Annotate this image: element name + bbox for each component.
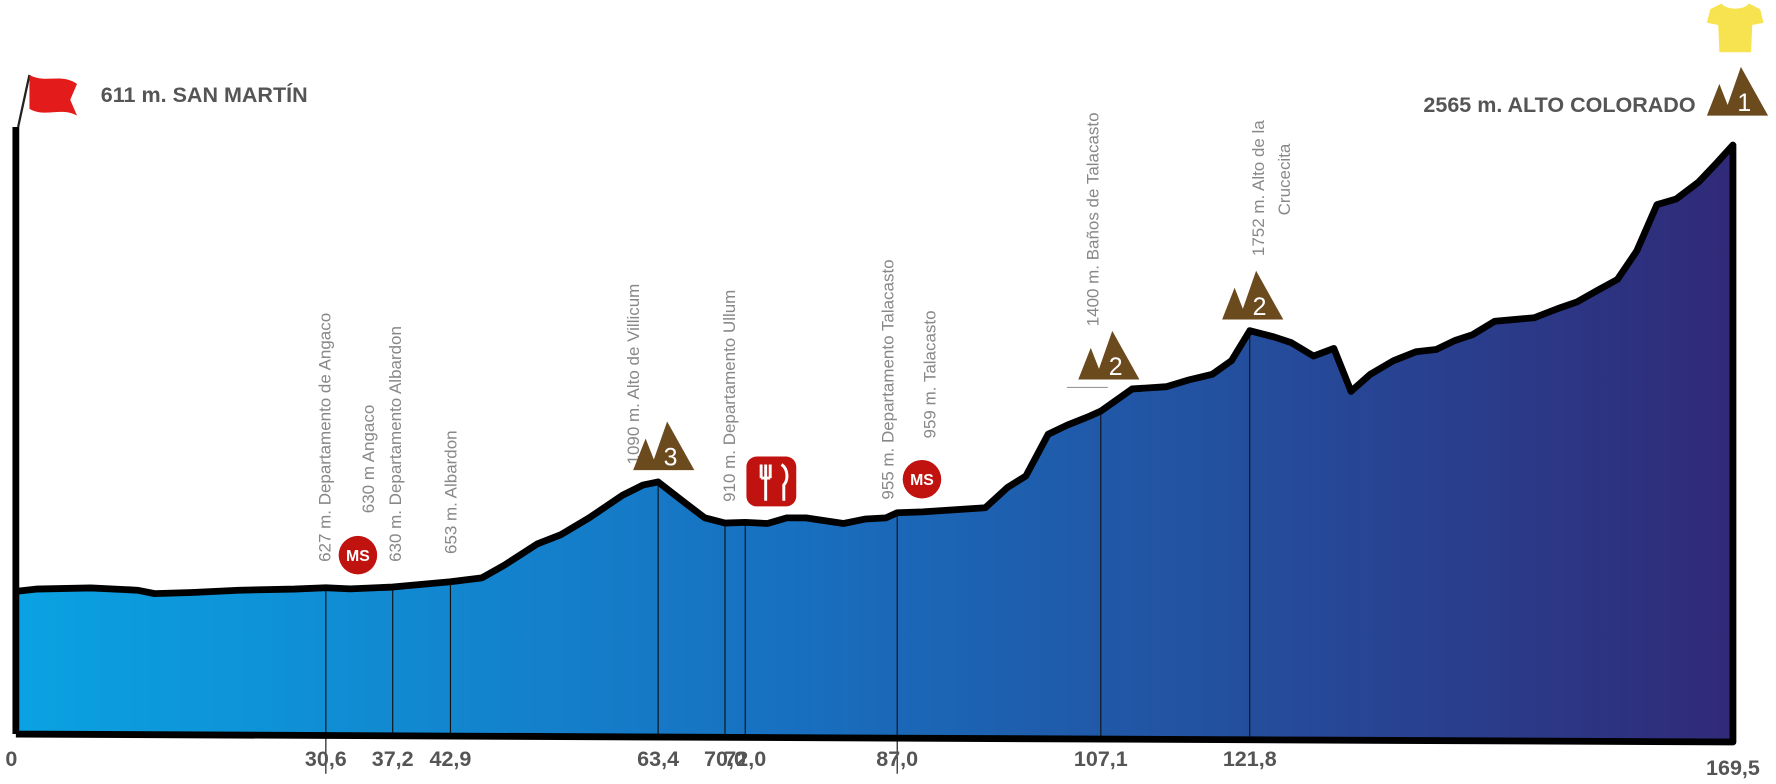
start-label: 611 m. SAN MARTÍN [101, 82, 308, 107]
climb-icon [1222, 270, 1284, 320]
feed-icon [759, 463, 789, 501]
x-tick-label: 37,2 [372, 747, 414, 771]
climb-category: 3 [664, 444, 678, 472]
x-tick-label: 107,1 [1074, 747, 1128, 771]
poi-label: 630 m Angaco [359, 405, 378, 513]
climb-category: 2 [1109, 353, 1123, 381]
climb-category: 1 [1737, 89, 1751, 117]
x-tick-label: 0 [5, 747, 17, 771]
poi-label: 1090 m. Alto de Villicum [624, 284, 643, 465]
flag-pole [17, 74, 31, 128]
poi-label: 653 m. Albardon [441, 430, 460, 554]
profile-line [12, 126, 1737, 746]
x-tick-label: 121,8 [1223, 747, 1277, 771]
climb-icon [1078, 330, 1140, 380]
poi-label: 627 m. Departamento de Angaco [316, 313, 335, 562]
poi-label: 1752 m. Alto de la [1249, 120, 1268, 256]
x-tick-label: 70,0 [704, 747, 746, 771]
climb-icon [1706, 66, 1769, 116]
leader-jersey [1706, 3, 1764, 53]
profile-area [15, 145, 1733, 742]
climb-icon [633, 421, 695, 471]
poi-label: 630 m. Departamento Albardon [386, 326, 405, 562]
sprint-badge [902, 459, 942, 499]
sprint-badge [338, 535, 378, 575]
x-tick-label: 87,0 [876, 747, 918, 771]
sprint-label: MS [910, 472, 934, 489]
feed-zone [746, 456, 797, 507]
x-tick-label: 63,4 [637, 747, 679, 771]
poi-label: 910 m. Departamento Ullum [720, 290, 739, 502]
x-tick-label: 42,9 [430, 747, 472, 771]
poi-label: Crucecita [1275, 143, 1294, 215]
poi-label: 959 m. Talacasto [921, 310, 940, 438]
poi-label: 955 m. Departamento Talacasto [879, 259, 898, 499]
poi-label: 1400 m. Baños de Talacasto [1084, 112, 1103, 326]
x-tick-label: 30,6 [305, 747, 347, 771]
start-flag [29, 74, 78, 116]
sprint-label: MS [346, 548, 370, 565]
finish-label: 2565 m. ALTO COLORADO [1423, 93, 1695, 117]
climb-category: 2 [1253, 293, 1267, 321]
x-tick-label: 72,0 [724, 747, 766, 771]
x-tick-label: 169,5 [1706, 756, 1760, 780]
